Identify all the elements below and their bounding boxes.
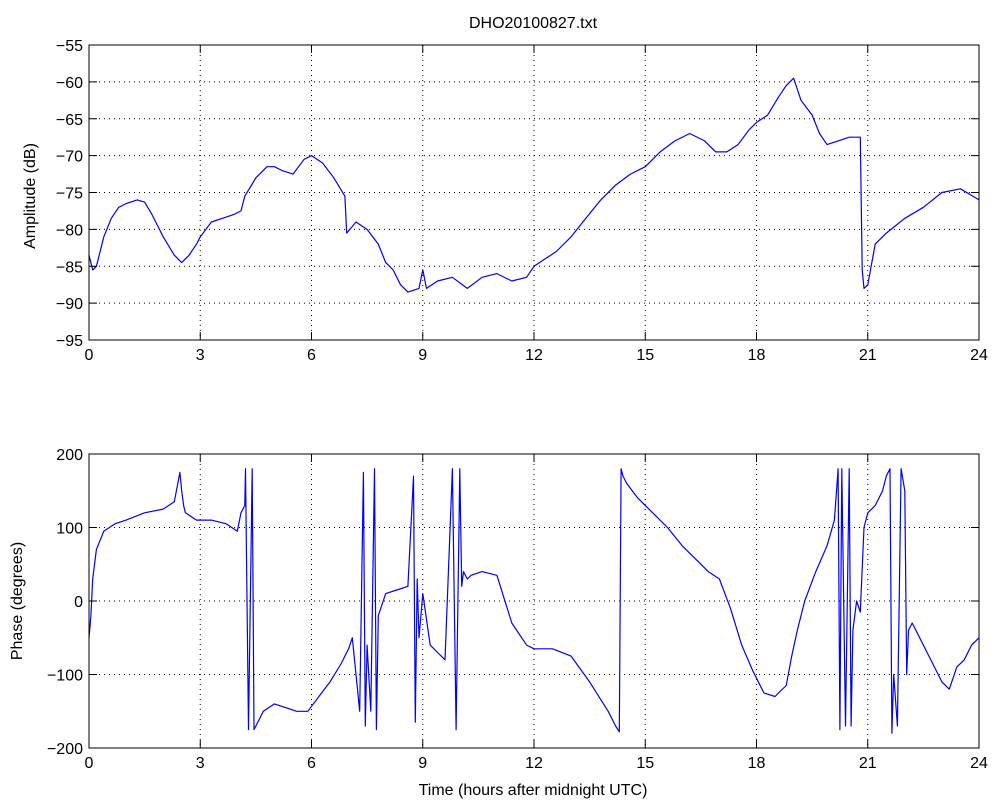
phase-x-tick-label: 24 — [970, 755, 988, 772]
phase-x-tick-label: 0 — [85, 755, 94, 772]
phase-series-line — [88, 468, 980, 734]
amplitude-y-tick-label: −90 — [56, 296, 83, 313]
amplitude-x-tick-label: 12 — [525, 347, 543, 364]
figure-title: DHO20100827.txt — [469, 15, 598, 32]
phase-x-tick-label: 12 — [525, 755, 543, 772]
phase-y-tick-label: −200 — [47, 741, 83, 758]
amplitude-x-tick-label: 15 — [636, 347, 654, 364]
amplitude-y-tick-label: −65 — [56, 112, 83, 129]
amplitude-y-tick-label: −75 — [56, 186, 83, 203]
amplitude-x-tick-label: 0 — [85, 347, 94, 364]
phase-y-tick-label: 0 — [74, 594, 83, 611]
amplitude-y-tick-label: −85 — [56, 259, 83, 276]
phase-x-tick-label: 3 — [196, 755, 205, 772]
phase-plot: Phase (degrees) Time (hours after midnig… — [9, 447, 988, 799]
phase-x-tick-label: 9 — [418, 755, 427, 772]
amplitude-x-tick-label: 9 — [418, 347, 427, 364]
amplitude-x-tick-label: 18 — [748, 347, 766, 364]
amplitude-y-tick-label: −60 — [56, 75, 83, 92]
phase-x-tick-label: 18 — [748, 755, 766, 772]
amplitude-x-tick-label: 21 — [859, 347, 877, 364]
amplitude-x-tick-label: 24 — [970, 347, 988, 364]
phase-x-tick-label: 15 — [636, 755, 654, 772]
phase-y-tick-label: 100 — [56, 521, 83, 538]
phase-x-tick-label: 6 — [307, 755, 316, 772]
amplitude-x-tick-label: 3 — [196, 347, 205, 364]
amplitude-x-tick-label: 6 — [307, 347, 316, 364]
amplitude-y-tick-label: −70 — [56, 149, 83, 166]
phase-y-tick-label: 200 — [56, 447, 83, 464]
amplitude-series-line — [88, 77, 980, 293]
amplitude-plot: Amplitude (dB) 0 3 6 9 12 15 18 21 24 −95 −90 −85 −8… — [22, 38, 988, 364]
amplitude-y-tick-label: −55 — [56, 38, 83, 55]
amplitude-y-tick-label: −95 — [56, 333, 83, 350]
phase-y-axis-label: Phase (degrees) — [9, 542, 26, 660]
phase-x-tick-label: 21 — [859, 755, 877, 772]
phase-x-axis-label: Time (hours after midnight UTC) — [419, 782, 648, 799]
amplitude-y-axis-label: Amplitude (dB) — [22, 143, 39, 249]
amplitude-y-tick-label: −80 — [56, 222, 83, 239]
phase-y-tick-label: −100 — [47, 668, 83, 685]
